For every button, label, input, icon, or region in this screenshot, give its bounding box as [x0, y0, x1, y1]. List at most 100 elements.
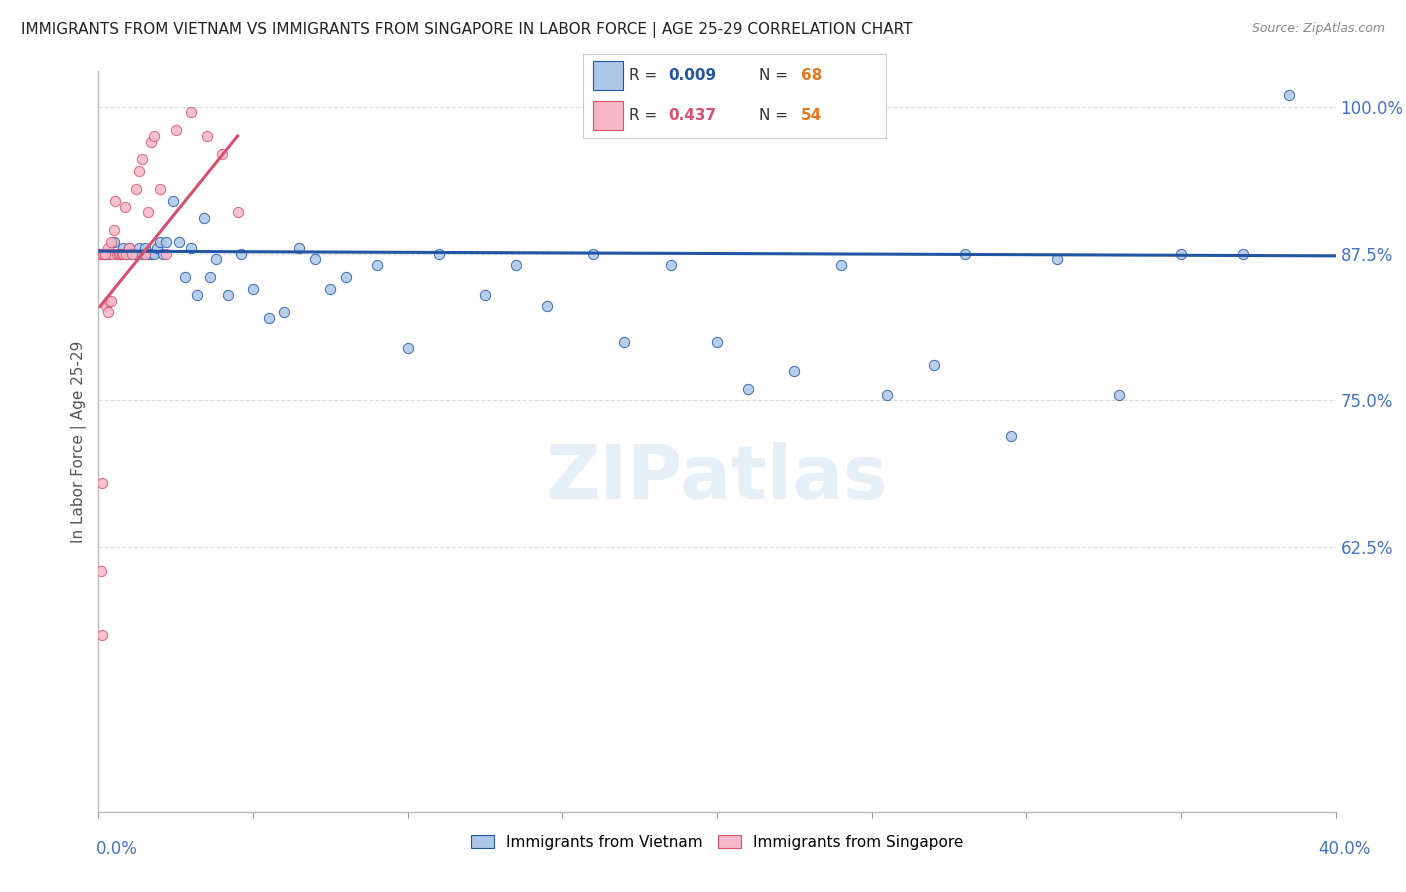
Point: [115, 246, 138, 260]
Point: [229, 246, 252, 260]
Point: [93, 246, 115, 260]
Point: [288, 241, 311, 255]
Point: [830, 258, 852, 272]
Point: [103, 235, 125, 249]
Point: [105, 246, 128, 260]
Point: [396, 341, 419, 355]
Point: [922, 358, 945, 372]
Point: [112, 241, 135, 255]
Text: IMMIGRANTS FROM VIETNAM VS IMMIGRANTS FROM SINGAPORE IN LABOR FORCE | AGE 25-29 : IMMIGRANTS FROM VIETNAM VS IMMIGRANTS FR…: [21, 22, 912, 38]
Point: [98, 246, 121, 260]
Point: [226, 205, 249, 219]
Point: [335, 270, 357, 285]
Point: [101, 246, 124, 260]
Bar: [592, 62, 623, 90]
Point: [474, 287, 496, 301]
Text: N =: N =: [759, 108, 793, 123]
Point: [97, 241, 120, 255]
Bar: [592, 101, 623, 130]
Point: [180, 241, 202, 255]
Text: 40.0%: 40.0%: [1319, 840, 1371, 858]
Text: N =: N =: [759, 68, 793, 83]
Point: [91, 246, 114, 260]
Text: R =: R =: [628, 68, 662, 83]
Point: [1046, 252, 1069, 267]
Point: [953, 246, 976, 260]
Point: [366, 258, 388, 272]
Point: [128, 164, 150, 178]
Point: [165, 123, 187, 137]
Point: [96, 299, 118, 313]
Point: [193, 211, 215, 226]
Point: [104, 194, 127, 208]
Point: [124, 246, 146, 260]
Point: [706, 334, 728, 349]
Point: [146, 241, 169, 255]
Point: [149, 235, 172, 249]
Y-axis label: In Labor Force | Age 25-29: In Labor Force | Age 25-29: [72, 341, 87, 542]
Point: [180, 105, 202, 120]
Point: [198, 270, 221, 285]
Point: [242, 282, 264, 296]
Point: [136, 205, 159, 219]
Text: 0.009: 0.009: [668, 68, 716, 83]
Point: [90, 564, 112, 578]
Point: [737, 382, 759, 396]
Point: [139, 246, 162, 260]
Text: 54: 54: [801, 108, 823, 123]
Point: [108, 246, 131, 260]
Point: [536, 299, 558, 313]
Point: [124, 182, 146, 196]
Point: [211, 146, 233, 161]
Point: [91, 628, 114, 642]
Point: [98, 293, 121, 308]
Point: [112, 246, 135, 260]
Text: R =: R =: [628, 108, 662, 123]
Point: [217, 287, 239, 301]
Point: [505, 258, 527, 272]
Point: [121, 246, 143, 260]
Legend: Immigrants from Vietnam, Immigrants from Singapore: Immigrants from Vietnam, Immigrants from…: [464, 829, 970, 856]
Point: [111, 246, 132, 260]
Point: [155, 246, 177, 260]
Point: [152, 246, 174, 260]
Point: [613, 334, 636, 349]
Point: [195, 128, 218, 143]
Point: [186, 287, 208, 301]
Point: [143, 246, 166, 260]
Point: [121, 246, 143, 260]
Point: [118, 241, 141, 255]
Point: [155, 235, 177, 249]
Point: [582, 246, 605, 260]
Point: [97, 246, 120, 260]
Point: [257, 311, 280, 326]
Point: [100, 235, 122, 249]
Point: [659, 258, 682, 272]
Point: [1278, 87, 1301, 102]
Point: [143, 128, 166, 143]
Point: [1108, 387, 1130, 401]
Point: [105, 246, 128, 260]
Point: [876, 387, 898, 401]
Point: [108, 246, 131, 260]
Point: [131, 246, 153, 260]
Point: [115, 246, 138, 260]
Point: [118, 241, 141, 255]
Text: 68: 68: [801, 68, 823, 83]
Point: [114, 200, 136, 214]
Point: [90, 246, 112, 260]
Point: [205, 252, 228, 267]
Point: [149, 182, 172, 196]
Point: [97, 305, 120, 319]
Point: [1232, 246, 1254, 260]
Point: [174, 270, 197, 285]
Point: [134, 246, 156, 260]
Point: [136, 246, 159, 260]
Point: [93, 246, 115, 260]
Point: [128, 241, 150, 255]
Point: [1170, 246, 1192, 260]
Point: [91, 246, 114, 260]
Text: ZIPatlas: ZIPatlas: [546, 442, 889, 515]
Point: [1000, 428, 1022, 442]
Point: [427, 246, 450, 260]
